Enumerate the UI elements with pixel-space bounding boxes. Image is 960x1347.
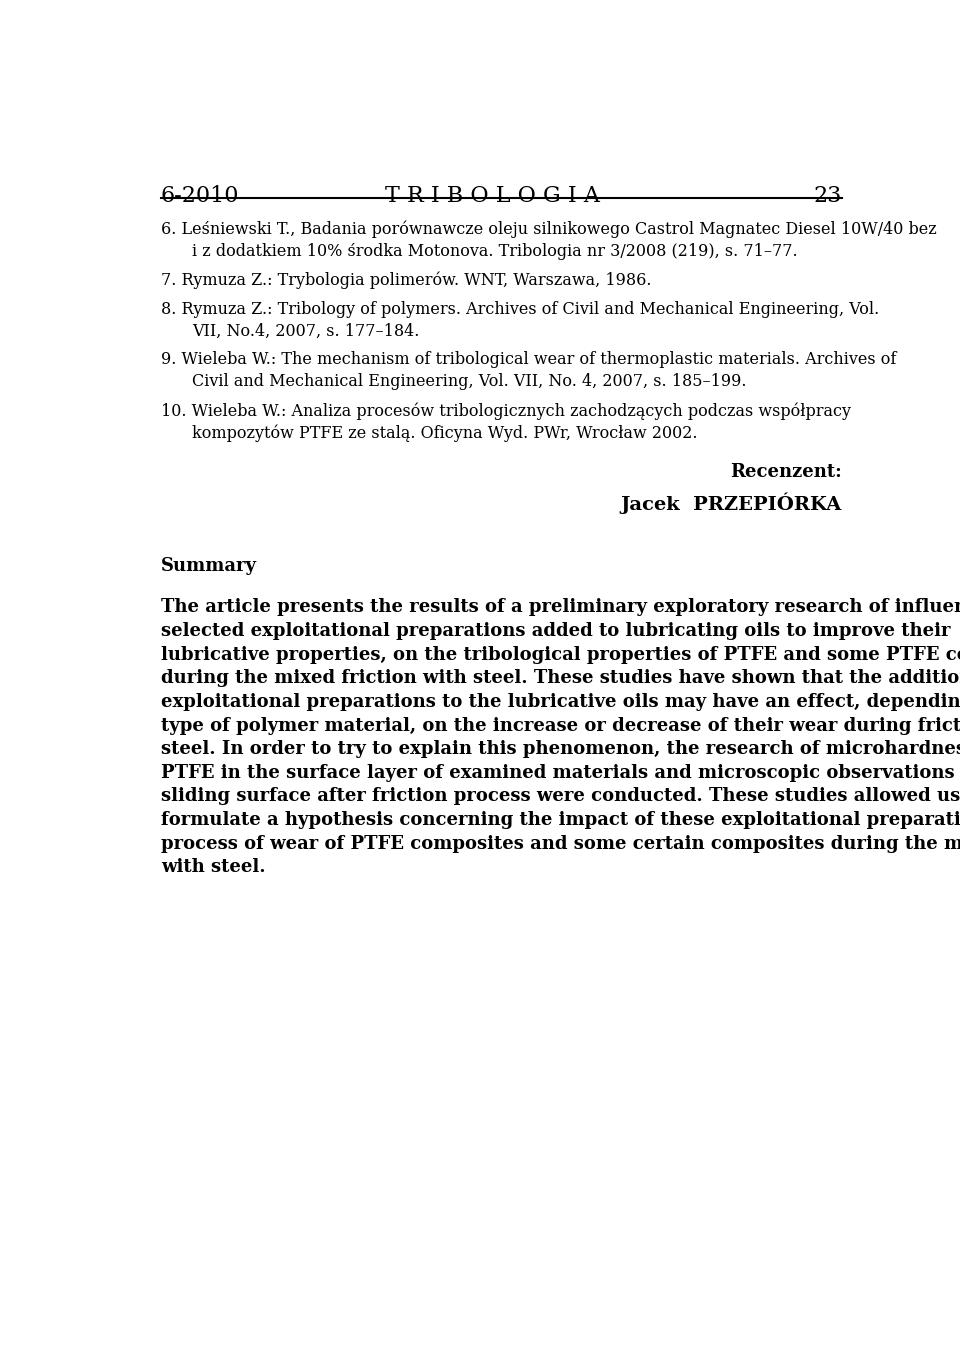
Text: sliding surface after friction process were conducted. These studies allowed us : sliding surface after friction process w…: [161, 788, 960, 806]
Text: steel. In order to try to explain this phenomenon, the research of microhardness: steel. In order to try to explain this p…: [161, 741, 960, 758]
Text: Civil and Mechanical Engineering, Vol. VII, No. 4, 2007, s. 185–199.: Civil and Mechanical Engineering, Vol. V…: [192, 373, 747, 391]
Text: Jacek  PRZEPIÓRKA: Jacek PRZEPIÓRKA: [620, 493, 842, 515]
Text: PTFE in the surface layer of examined materials and microscopic observations of : PTFE in the surface layer of examined ma…: [161, 764, 960, 781]
Text: during the mixed friction with steel. These studies have shown that the addition: during the mixed friction with steel. Th…: [161, 669, 960, 687]
Text: 7. Rymuza Z.: Trybologia polimerów. WNT, Warszawa, 1986.: 7. Rymuza Z.: Trybologia polimerów. WNT,…: [161, 272, 652, 290]
Text: exploitational preparations to the lubricative oils may have an effect, dependin: exploitational preparations to the lubri…: [161, 692, 960, 711]
Text: i z dodatkiem 10% środka Motonova. Tribologia nr 3/2008 (219), s. 71–77.: i z dodatkiem 10% środka Motonova. Tribo…: [192, 242, 798, 260]
Text: lubricative properties, on the tribological properties of PTFE and some PTFE com: lubricative properties, on the tribologi…: [161, 645, 960, 664]
Text: process of wear of PTFE composites and some certain composites during the mixed : process of wear of PTFE composites and s…: [161, 835, 960, 853]
Text: 9. Wieleba W.: The mechanism of tribological wear of thermoplastic materials. Ar: 9. Wieleba W.: The mechanism of tribolog…: [161, 352, 897, 369]
Text: selected exploitational preparations added to lubricating oils to improve their: selected exploitational preparations add…: [161, 622, 950, 640]
Text: VII, No.4, 2007, s. 177–184.: VII, No.4, 2007, s. 177–184.: [192, 322, 420, 339]
Text: 6-2010: 6-2010: [161, 186, 239, 207]
Text: formulate a hypothesis concerning the impact of these exploitational preparation: formulate a hypothesis concerning the im…: [161, 811, 960, 830]
Text: Recenzent:: Recenzent:: [730, 463, 842, 481]
Text: type of polymer material, on the increase or decrease of their wear during frict: type of polymer material, on the increas…: [161, 717, 960, 734]
Text: 8. Rymuza Z.: Tribology of polymers. Archives of Civil and Mechanical Engineerin: 8. Rymuza Z.: Tribology of polymers. Arc…: [161, 300, 879, 318]
Text: Summary: Summary: [161, 556, 257, 575]
Text: 6. Leśniewski T., Badania porównawcze oleju silnikowego Castrol Magnatec Diesel : 6. Leśniewski T., Badania porównawcze ol…: [161, 221, 937, 238]
Text: kompozytów PTFE ze stalą. Oficyna Wyd. PWr, Wrocław 2002.: kompozytów PTFE ze stalą. Oficyna Wyd. P…: [192, 424, 698, 442]
Text: with steel.: with steel.: [161, 858, 266, 877]
Text: 23: 23: [813, 186, 842, 207]
Text: The article presents the results of a preliminary exploratory research of influe: The article presents the results of a pr…: [161, 598, 960, 617]
Text: 10. Wieleba W.: Analiza procesów tribologicznych zachodzących podczas współpracy: 10. Wieleba W.: Analiza procesów tribolo…: [161, 403, 851, 420]
Text: T R I B O L O G I A: T R I B O L O G I A: [385, 186, 599, 207]
